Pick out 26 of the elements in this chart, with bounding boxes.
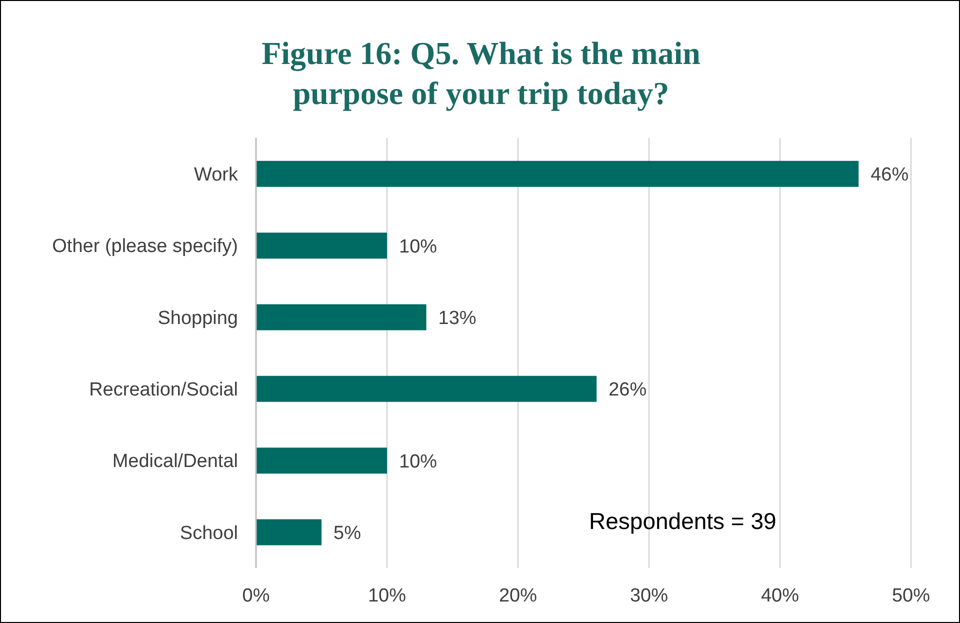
y-tick-label: Work: [194, 164, 238, 186]
bar: [256, 376, 597, 402]
y-tick-label: School: [180, 522, 238, 544]
data-label: 10%: [399, 236, 438, 258]
x-tick-label: 30%: [630, 585, 668, 606]
x-tick-label: 50%: [892, 585, 930, 606]
data-label: 10%: [399, 451, 438, 472]
y-tick-label: Recreation/Social: [89, 380, 238, 401]
bar: [256, 304, 426, 330]
bar: [256, 519, 322, 546]
y-tick-label: Shopping: [158, 308, 238, 329]
data-label: 46%: [870, 164, 909, 186]
bar: [256, 160, 859, 187]
y-tick-label: Other (please specify): [52, 236, 238, 258]
x-tick-label: 10%: [368, 585, 406, 606]
x-tick-label: 0%: [242, 585, 270, 606]
data-label: 13%: [438, 308, 476, 329]
bar: [256, 448, 387, 474]
bar: [256, 232, 387, 259]
data-label: 5%: [334, 522, 362, 544]
x-tick-label: 20%: [498, 585, 538, 606]
chart-title: Figure 16: Q5. What is the main purpose of your trip today?: [260, 34, 702, 113]
x-tick-label: 40%: [760, 585, 800, 606]
y-tick-label: Medical/Dental: [112, 451, 238, 472]
data-label: 26%: [608, 380, 647, 401]
annotation: Respondents = 39: [589, 508, 776, 535]
